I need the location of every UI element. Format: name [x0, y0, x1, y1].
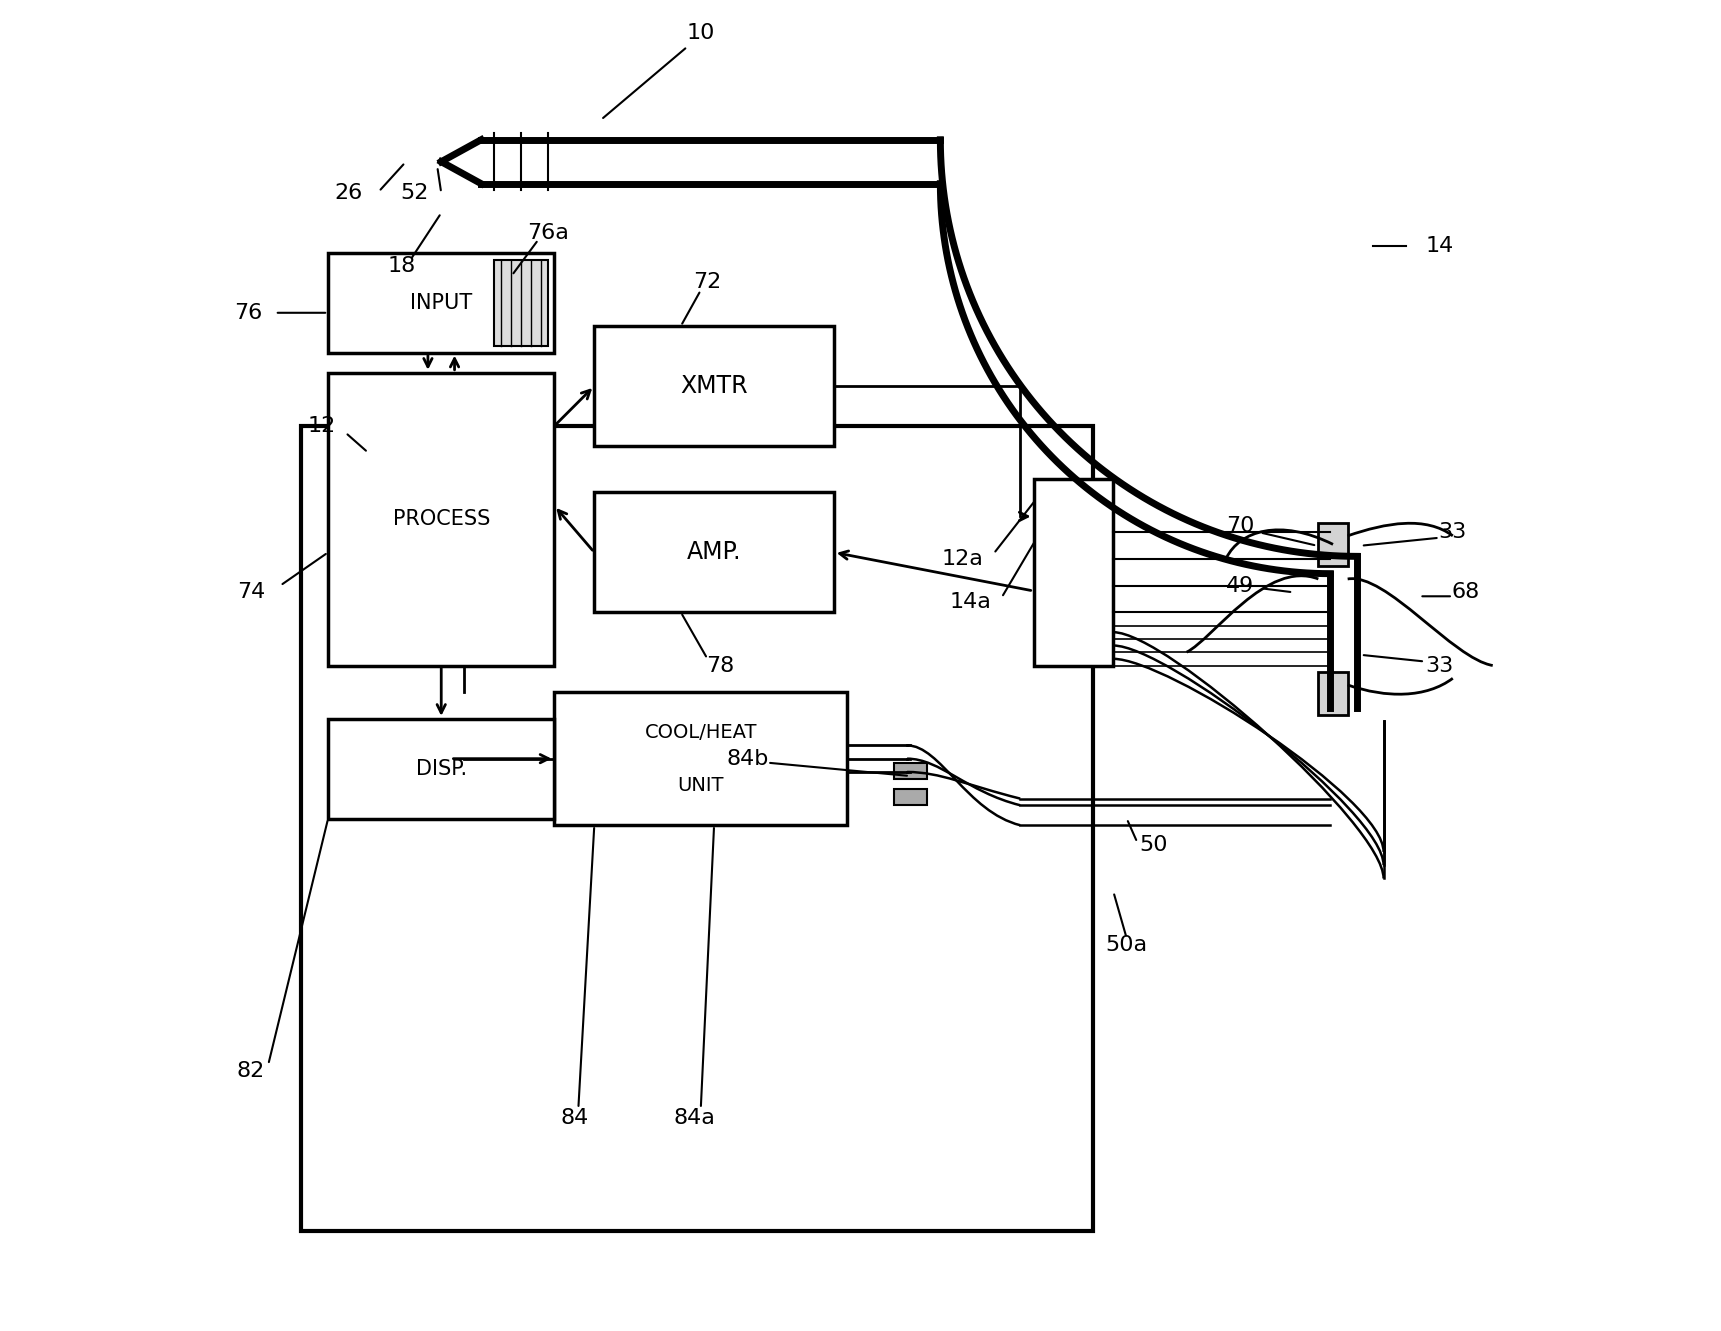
- Bar: [494, 260, 547, 346]
- Text: 33: 33: [1439, 522, 1466, 543]
- Text: DISP.: DISP.: [416, 759, 466, 779]
- Text: 26: 26: [334, 182, 361, 204]
- Text: 76: 76: [234, 302, 262, 323]
- Text: 74: 74: [237, 582, 265, 603]
- Text: 78: 78: [707, 655, 735, 676]
- Bar: [554, 692, 847, 825]
- Text: 50: 50: [1139, 835, 1167, 856]
- Bar: [1034, 479, 1113, 666]
- Text: 72: 72: [694, 272, 721, 293]
- Text: 18: 18: [387, 256, 415, 277]
- Text: 50a: 50a: [1105, 934, 1148, 956]
- Bar: [329, 373, 554, 666]
- Text: 12a: 12a: [941, 548, 984, 570]
- Bar: [329, 253, 554, 353]
- Text: 70: 70: [1225, 515, 1255, 536]
- Text: 49: 49: [1225, 575, 1255, 596]
- Text: 14: 14: [1425, 236, 1454, 257]
- Text: 14a: 14a: [950, 591, 991, 612]
- Bar: [893, 789, 928, 805]
- Text: 82: 82: [237, 1061, 265, 1082]
- Bar: [301, 426, 1093, 1231]
- Text: 68: 68: [1453, 582, 1480, 603]
- Text: 52: 52: [401, 182, 429, 204]
- Text: 84a: 84a: [673, 1107, 714, 1129]
- Text: AMP.: AMP.: [687, 540, 742, 564]
- Text: UNIT: UNIT: [678, 776, 725, 795]
- Text: 10: 10: [687, 23, 714, 44]
- Text: INPUT: INPUT: [410, 293, 472, 313]
- Text: 12: 12: [308, 415, 336, 437]
- Text: COOL/HEAT: COOL/HEAT: [645, 723, 757, 741]
- Bar: [893, 763, 928, 779]
- Bar: [594, 326, 835, 446]
- Bar: [594, 492, 835, 612]
- Text: 76a: 76a: [527, 222, 568, 244]
- Text: 33: 33: [1425, 655, 1454, 676]
- Bar: [329, 719, 554, 819]
- Bar: [1318, 672, 1348, 715]
- Text: PROCESS: PROCESS: [392, 508, 490, 530]
- Text: 84: 84: [561, 1107, 589, 1129]
- Text: 84b: 84b: [726, 748, 769, 769]
- Text: XMTR: XMTR: [680, 374, 749, 398]
- Bar: [1318, 523, 1348, 566]
